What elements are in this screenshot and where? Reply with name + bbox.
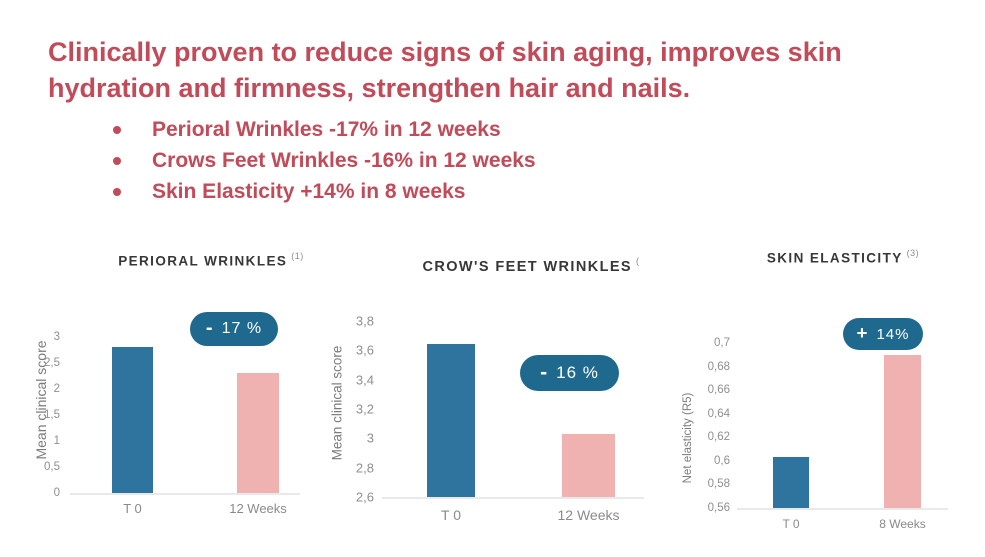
chart-title: SKIN ELASTICITY (3) <box>766 248 920 266</box>
y-tick-label: 0,7 <box>714 337 730 349</box>
y-tick-label: 0 <box>53 487 60 499</box>
bar-column <box>112 347 153 493</box>
bar-column <box>237 373 279 493</box>
chart-title-text: SKIN ELASTICITY <box>766 250 903 266</box>
bar-column <box>427 344 475 497</box>
bullet-text: Skin Elasticity +14% in 8 weeks <box>152 180 466 203</box>
bar-column <box>884 354 921 508</box>
y-tick-label: 0,62 <box>707 431 730 444</box>
bullet-list: Perioral Wrinkles -17% in 12 weeks Crows… <box>113 114 536 207</box>
bar-column <box>773 457 809 508</box>
y-tick-label: 0,6 <box>714 454 730 467</box>
y-tick-label: 1 <box>53 435 60 447</box>
y-tick-label: 3,8 <box>355 313 374 329</box>
bullet-icon <box>113 157 121 165</box>
y-tick-label: 0,68 <box>707 360 730 373</box>
plot-area: T 0 12 Weeks <box>70 337 300 516</box>
y-tick-label: 3 <box>366 430 374 446</box>
x-axis-label: T 0 <box>782 517 800 531</box>
change-badge: - 17 % <box>190 312 278 346</box>
bullet-text: Crows Feet Wrinkles -16% in 12 weeks <box>152 149 536 172</box>
change-badge: - 16 % <box>520 355 619 391</box>
bar-slot: 8 Weeks <box>879 343 926 531</box>
y-tick-label: 0,58 <box>707 478 730 491</box>
y-tick-label: 3,4 <box>355 372 374 388</box>
badge-value: 14% <box>876 325 910 343</box>
chart-title: CROW'S FEET WRINKLES( <box>422 256 640 275</box>
bullet-item: Skin Elasticity +14% in 8 weeks <box>113 176 536 207</box>
bullet-item: Perioral Wrinkles -17% in 12 weeks <box>113 114 536 145</box>
plot-area: T 0 8 Weeks <box>737 343 948 531</box>
bar-slot: 12 Weeks <box>229 337 287 516</box>
y-tick-label: 3,6 <box>355 342 374 358</box>
x-axis-label: T 0 <box>123 501 142 516</box>
badge-value: 17 % <box>221 320 263 337</box>
chart-title-superscript: (3) <box>906 248 920 258</box>
bullet-item: Crows Feet Wrinkles -16% in 12 weeks <box>113 145 536 176</box>
y-tick-label: 2,6 <box>355 489 374 505</box>
bar-slot: T 0 <box>112 337 153 516</box>
bar-slot: T 0 <box>773 343 809 531</box>
y-tick-label: 0,64 <box>707 407 730 420</box>
bar-column <box>562 433 615 497</box>
y-tick-label: 0,5 <box>44 461 60 473</box>
change-badge: + 14% <box>843 318 923 350</box>
chart-title-superscript: ( <box>635 256 640 266</box>
badge-value: 16 % <box>556 363 599 382</box>
x-axis-label: 12 Weeks <box>557 507 620 523</box>
chart-title-superscript: (1) <box>291 251 304 261</box>
x-axis-label: 8 Weeks <box>879 517 926 531</box>
bullet-text: Perioral Wrinkles -17% in 12 weeks <box>152 118 501 141</box>
y-tick-label: 0,66 <box>707 384 730 397</box>
y-tick-label: 1,5 <box>44 409 60 421</box>
plot-area: T 0 12 Weeks <box>382 321 644 523</box>
y-tick-label: 2,5 <box>44 357 60 369</box>
y-tick-label: 3 <box>53 331 60 343</box>
bullet-icon <box>113 126 121 134</box>
bullet-icon <box>113 188 121 196</box>
bar-slot: 12 Weeks <box>558 321 620 523</box>
x-axis-label: T 0 <box>441 507 461 523</box>
y-tick-label: 3,2 <box>355 401 374 417</box>
chart-title-text: CROW'S FEET WRINKLES <box>422 258 632 275</box>
chart-title: PERIORAL WRINKLES (1) <box>118 251 304 269</box>
y-tick-label: 2 <box>53 383 60 395</box>
y-axis-ticks: 0,7 0,68 0,66 0,64 0,62 0,6 0,58 0,56 <box>690 337 730 514</box>
headline: Clinically proven to reduce signs of ski… <box>48 37 842 104</box>
chart-title-text: PERIORAL WRINKLES <box>118 253 288 269</box>
x-axis-label: 12 Weeks <box>229 501 287 516</box>
y-axis-ticks: 3 2,5 2 1,5 1 0,5 0 <box>18 331 60 499</box>
y-tick-label: 0,56 <box>707 502 730 514</box>
y-tick-label: 2,8 <box>355 460 374 476</box>
bar-slot: T 0 <box>427 321 475 523</box>
y-axis-ticks: 3,8 3,6 3,4 3,2 3 2,8 2,6 <box>330 314 374 505</box>
